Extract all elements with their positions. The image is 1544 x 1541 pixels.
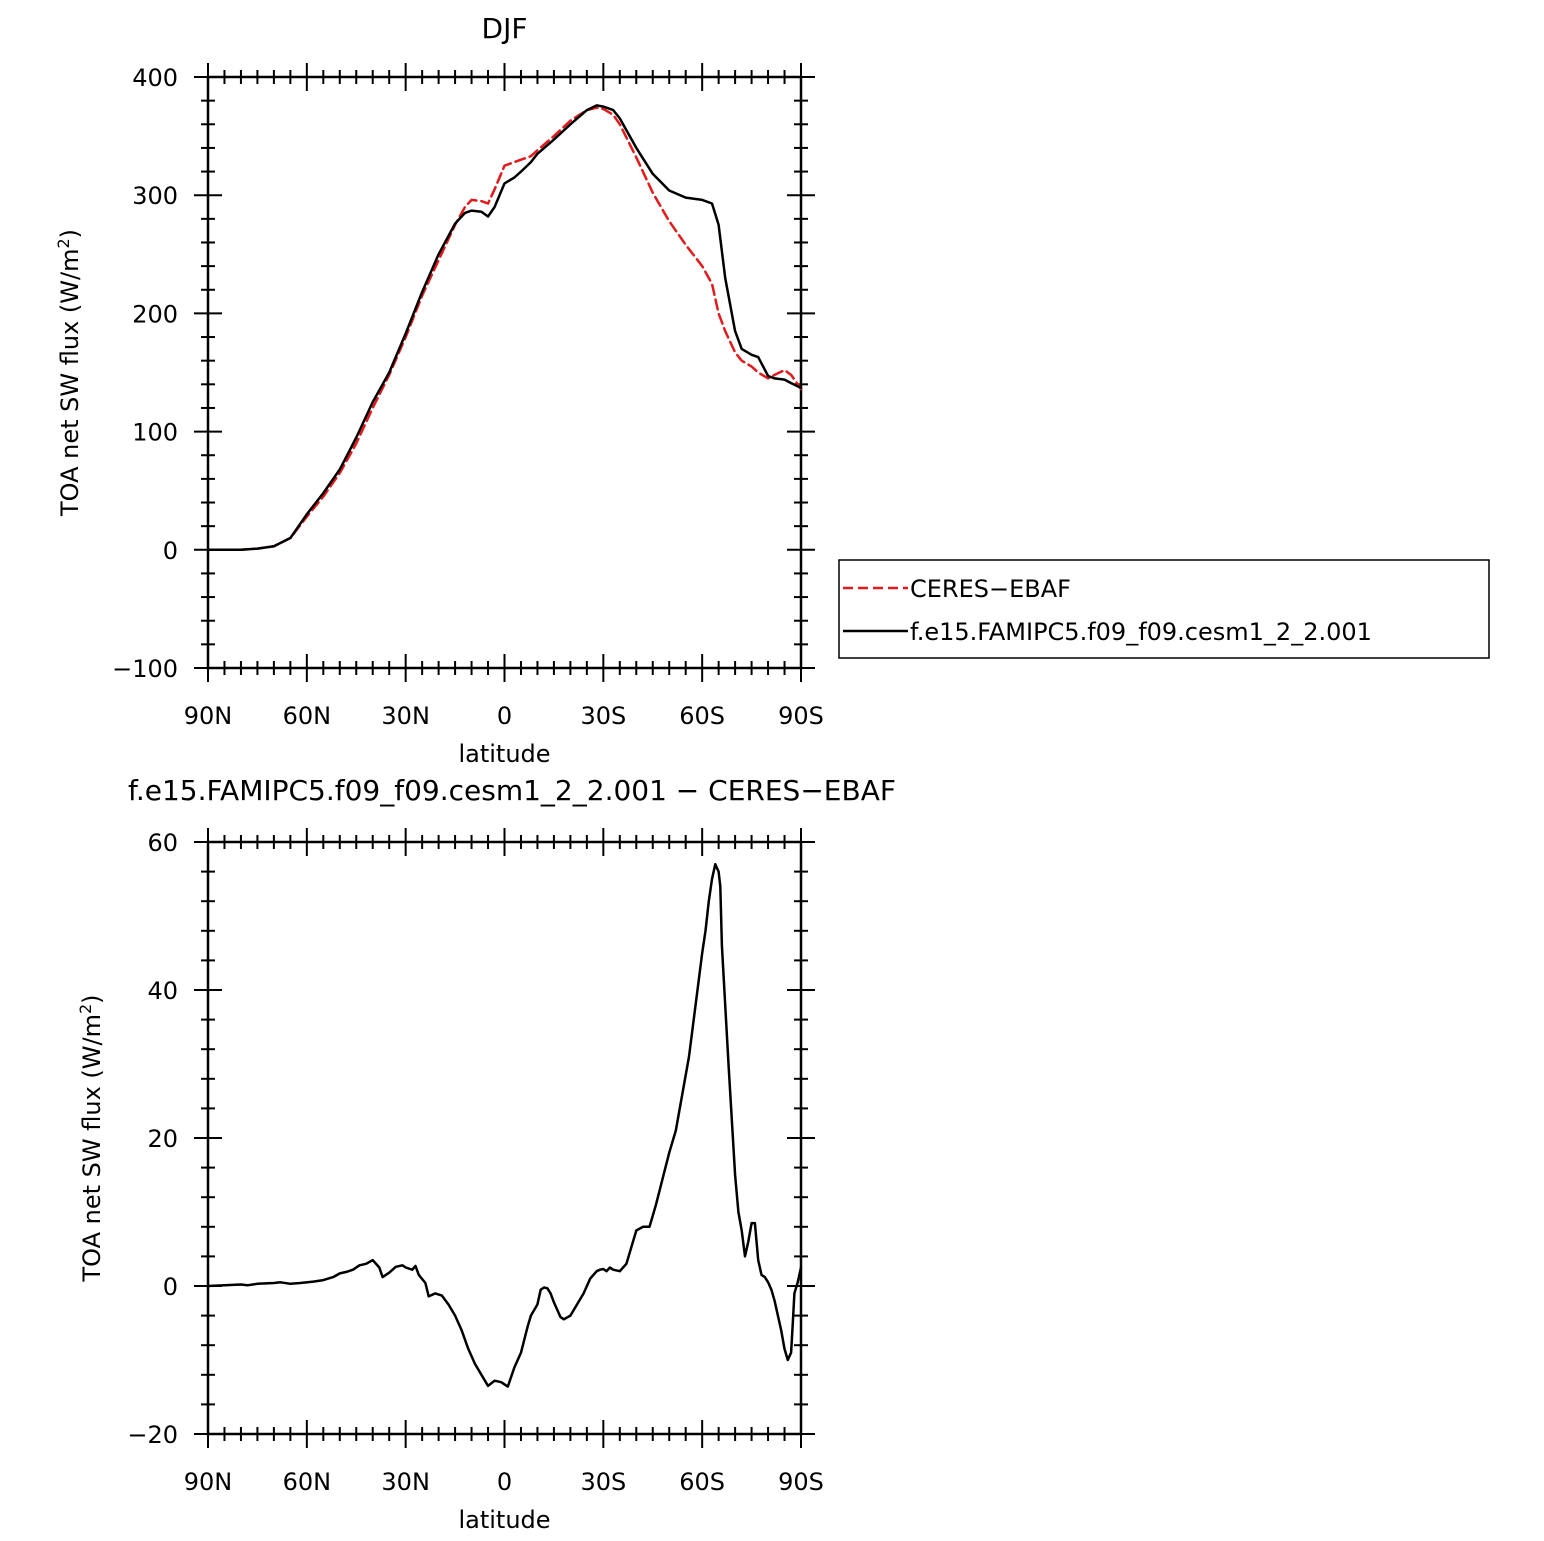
y-tick-label: 300 bbox=[132, 182, 178, 210]
x-tick-label: 60S bbox=[679, 702, 725, 730]
top-panel-ticks: −100 0 100 200 300 400 90N 60N 30N 0 30S 60S 90S bbox=[112, 63, 824, 730]
bottom-panel: f.e15.FAMIPC5.f09_f09.cesm1_2_2.001 − CE… bbox=[76, 774, 896, 1534]
x-tick-label: 30S bbox=[580, 1468, 626, 1496]
x-tick-label: 30S bbox=[580, 702, 626, 730]
y-tick-label: 200 bbox=[132, 300, 178, 328]
x-tick-label: 60N bbox=[283, 702, 332, 730]
top-panel-x-axis-title: latitude bbox=[458, 740, 550, 768]
top-panel: DJF −100 0 100 200 300 400 90N 60N 30N 0 30S 60S 90S… bbox=[54, 12, 824, 768]
bottom-panel-frame bbox=[206, 840, 803, 1436]
x-tick-label: 90N bbox=[184, 702, 233, 730]
bottom-panel-x-axis-title: latitude bbox=[458, 1506, 550, 1534]
y-tick-label: 100 bbox=[132, 419, 178, 447]
top-panel-title: DJF bbox=[482, 12, 528, 45]
legend-box bbox=[838, 559, 1490, 659]
x-tick-label: 60N bbox=[283, 1468, 332, 1496]
top-panel-frame bbox=[206, 75, 803, 670]
series-line-ceres-ebaf bbox=[206, 106, 803, 552]
x-tick-label: 90S bbox=[778, 702, 824, 730]
x-tick-label: 0 bbox=[497, 702, 512, 730]
y-tick-label: −20 bbox=[127, 1421, 178, 1449]
series-line-difference bbox=[206, 862, 803, 1388]
x-tick-label: 60S bbox=[679, 1468, 725, 1496]
y-tick-label: 0 bbox=[163, 1273, 178, 1301]
x-tick-label: 90N bbox=[184, 1468, 233, 1496]
bottom-panel-title: f.e15.FAMIPC5.f09_f09.cesm1_2_2.001 − CE… bbox=[128, 774, 896, 807]
bottom-panel-ticks: −20 0 20 40 60 90N 60N 30N 0 30S 60S 90S bbox=[127, 828, 824, 1496]
y-tick-label: 20 bbox=[147, 1125, 178, 1153]
legend-label-model: f.e15.FAMIPC5.f09_f09.cesm1_2_2.001 bbox=[910, 618, 1372, 646]
x-tick-label: 90S bbox=[778, 1468, 824, 1496]
top-panel-series bbox=[206, 104, 803, 552]
y-tick-label: 60 bbox=[147, 829, 178, 857]
y-tick-label: 400 bbox=[132, 64, 178, 92]
bottom-panel-y-axis-title: TOA net SW flux (W/m2) bbox=[76, 994, 107, 1282]
y-tick-label: −100 bbox=[112, 655, 178, 683]
legend-label-ceres: CERES−EBAF bbox=[910, 575, 1071, 603]
y-tick-label: 0 bbox=[163, 537, 178, 565]
x-tick-label: 30N bbox=[381, 702, 430, 730]
top-panel-y-axis-title: TOA net SW flux (W/m2) bbox=[54, 229, 85, 517]
x-tick-label: 0 bbox=[497, 1468, 512, 1496]
y-tick-label: 40 bbox=[147, 977, 178, 1005]
x-tick-label: 30N bbox=[381, 1468, 430, 1496]
legend: CERES−EBAF f.e15.FAMIPC5.f09_f09.cesm1_2… bbox=[838, 559, 1490, 659]
series-line-f-e15-famipc5-f09-f09-cesm1-2-2-001 bbox=[206, 104, 803, 552]
bottom-panel-series bbox=[206, 862, 803, 1388]
